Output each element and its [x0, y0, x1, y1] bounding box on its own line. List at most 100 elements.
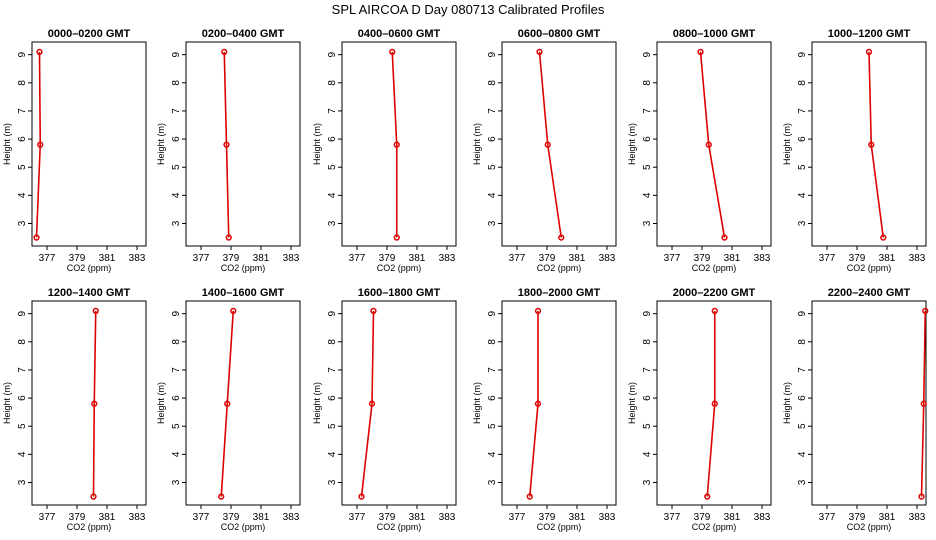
profile-panel: 0600–0800 GMT 377 379 381 383 3 4 5 6 7 8 9 CO2 (ppm… [472, 28, 617, 273]
y-tick-label: 9 [17, 51, 28, 57]
profile-line [223, 51, 230, 238]
data-point [526, 493, 533, 500]
y-tick-label: 4 [17, 451, 28, 457]
data-point [33, 234, 40, 241]
x-tick-label: 379 [849, 512, 866, 523]
y-tick-label: 8 [327, 80, 338, 86]
y-tick-label: 7 [327, 108, 338, 114]
x-tick-label: 381 [409, 512, 426, 523]
y-tick-label: 3 [642, 220, 653, 226]
data-point [534, 400, 542, 407]
data-point [91, 400, 98, 407]
data-point [711, 400, 718, 407]
y-tick-label: 7 [327, 367, 338, 373]
y-tick-label: 7 [171, 367, 182, 373]
data-point [370, 307, 377, 314]
y-tick-label: 5 [487, 423, 498, 429]
x-tick-label: 379 [223, 253, 240, 264]
y-tick-label: 8 [797, 80, 808, 86]
y-tick-label: 8 [487, 80, 498, 86]
plot-frame [341, 300, 457, 506]
data-point [223, 141, 230, 148]
x-tick-label: 381 [409, 253, 426, 264]
data-point [721, 234, 728, 241]
x-tick-label: 377 [193, 253, 210, 264]
x-tick-label: 377 [39, 512, 56, 523]
data-point [697, 48, 704, 55]
y-tick-label: 9 [487, 310, 498, 316]
profile-panel: 1200–1400 GMT 377 379 381 383 3 4 5 6 7 8 9 CO2 (ppm… [2, 287, 147, 532]
x-tick-label: 383 [909, 253, 926, 264]
y-tick-label: 4 [171, 192, 182, 198]
x-tick-label: 381 [253, 253, 270, 264]
data-point [705, 141, 712, 148]
x-tick-label: 381 [569, 512, 586, 523]
x-axis-label: CO2 (ppm) [537, 522, 582, 532]
x-tick-label: 377 [664, 512, 681, 523]
x-tick-label: 381 [724, 253, 741, 264]
data-point [558, 234, 565, 241]
y-tick-label: 3 [642, 479, 653, 485]
plot-frame [501, 300, 617, 506]
x-tick-label: 381 [99, 512, 116, 523]
y-tick-label: 4 [642, 451, 653, 457]
x-tick-label: 381 [879, 253, 896, 264]
y-tick-label: 3 [17, 220, 28, 226]
x-tick-label: 383 [129, 253, 146, 264]
x-tick-label: 377 [819, 512, 836, 523]
y-tick-label: 8 [642, 339, 653, 345]
profile-panel: 2000–2200 GMT 377 379 381 383 3 4 5 6 7 8 9 CO2 (ppm… [627, 287, 772, 532]
x-tick-label: 383 [439, 253, 456, 264]
y-tick-label: 6 [642, 136, 653, 142]
y-axis-label: Height (m) [312, 123, 322, 165]
y-tick-label: 9 [797, 51, 808, 57]
x-tick-label: 383 [754, 253, 771, 264]
data-point [389, 48, 396, 55]
y-tick-label: 3 [797, 479, 808, 485]
data-point [358, 493, 365, 500]
y-tick-label: 5 [327, 164, 338, 170]
x-tick-label: 383 [439, 512, 456, 523]
x-tick-label: 379 [849, 253, 866, 264]
x-tick-label: 379 [379, 512, 396, 523]
x-axis-label: CO2 (ppm) [537, 263, 582, 273]
y-axis-label: Height (m) [472, 382, 482, 424]
y-tick-label: 6 [17, 136, 28, 142]
data-point [368, 400, 376, 407]
y-axis-label: Height (m) [2, 123, 12, 165]
x-tick-label: 379 [69, 253, 86, 264]
data-point [704, 493, 711, 500]
y-tick-label: 3 [487, 479, 498, 485]
panel-title: 1400–1600 GMT [202, 287, 285, 299]
data-point [711, 307, 718, 314]
y-axis-label: Height (m) [782, 382, 792, 424]
y-tick-label: 3 [797, 220, 808, 226]
y-tick-label: 7 [797, 108, 808, 114]
data-point [230, 307, 237, 314]
y-tick-label: 3 [327, 479, 338, 485]
x-tick-label: 377 [39, 253, 56, 264]
y-tick-label: 6 [17, 395, 28, 401]
x-tick-label: 379 [694, 512, 711, 523]
y-tick-label: 6 [327, 136, 338, 142]
x-tick-label: 381 [724, 512, 741, 523]
profile-line [699, 51, 726, 238]
x-tick-label: 379 [694, 253, 711, 264]
x-tick-label: 383 [599, 512, 616, 523]
panel-title: 0600–0800 GMT [518, 28, 601, 40]
y-tick-label: 6 [487, 395, 498, 401]
y-tick-label: 7 [487, 367, 498, 373]
y-tick-label: 7 [17, 108, 28, 114]
y-tick-label: 9 [642, 51, 653, 57]
panel-title: 0000–0200 GMT [48, 28, 131, 40]
x-tick-label: 377 [193, 512, 210, 523]
y-axis-label: Height (m) [156, 123, 166, 165]
profile-panel: 1400–1600 GMT 377 379 381 383 3 4 5 6 7 8 9 CO2 (ppm… [156, 287, 301, 532]
data-point [393, 141, 400, 148]
x-axis-label: CO2 (ppm) [67, 263, 112, 273]
profile-panel: 0000–0200 GMT 377 379 381 383 3 4 5 6 7 8 9 CO2 (ppm… [2, 28, 147, 273]
x-axis-label: CO2 (ppm) [692, 522, 737, 532]
y-axis-label: Height (m) [2, 382, 12, 424]
